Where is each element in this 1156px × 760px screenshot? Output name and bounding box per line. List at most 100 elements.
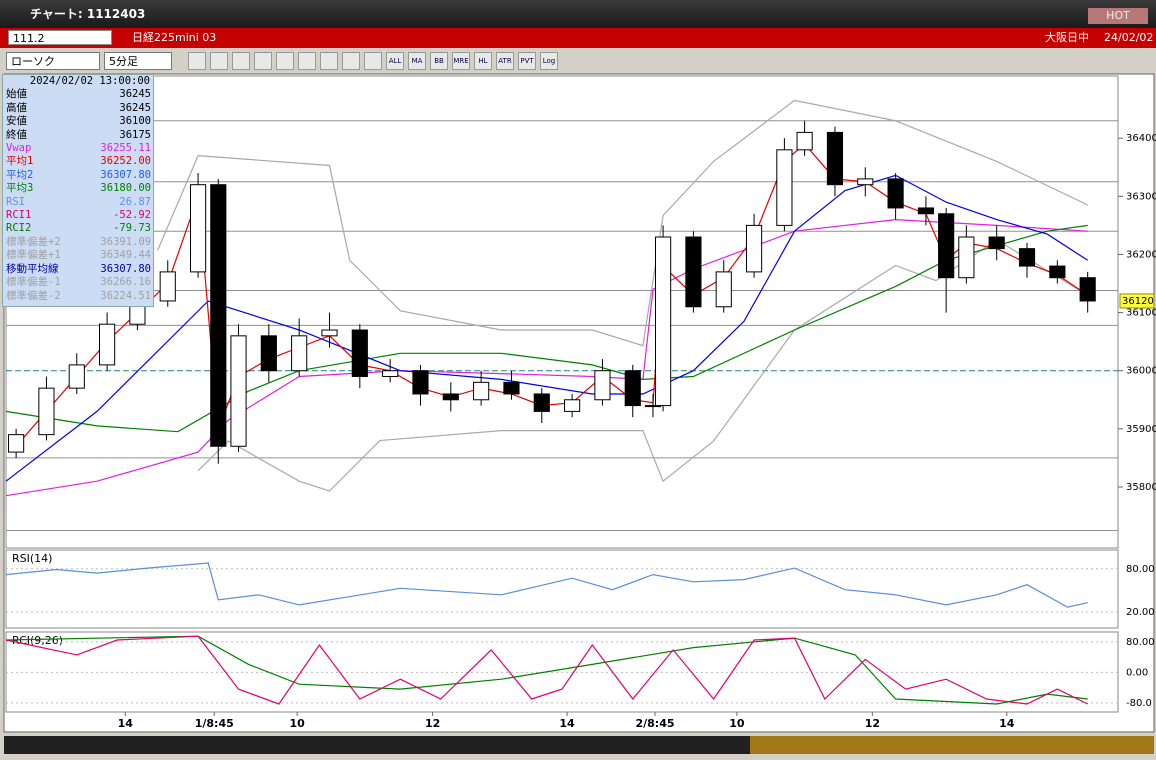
info-value: 36245 — [119, 88, 151, 101]
tool-icon[interactable] — [342, 52, 360, 70]
y-tick-label: 35900 — [1126, 424, 1156, 435]
info-label: 標準偏差+2 — [6, 235, 61, 248]
series-line — [197, 239, 1089, 492]
panel-title: RSI(14) — [12, 552, 52, 565]
tool-icon[interactable] — [210, 52, 228, 70]
info-row: RCI1 -52.92 — [3, 209, 153, 222]
candle-body — [655, 236, 672, 407]
series-line — [157, 99, 1088, 347]
panel — [5, 549, 1119, 629]
tool-icon[interactable] — [298, 52, 316, 70]
tool-button[interactable]: HL — [474, 52, 492, 70]
x-tick-label: 14 — [118, 717, 134, 730]
info-value: 26.87 — [119, 195, 151, 208]
candle-body — [564, 399, 581, 412]
tool-button[interactable]: MA — [408, 52, 426, 70]
y-tick-label: 36400 — [1126, 133, 1156, 144]
tool-icon[interactable] — [320, 52, 338, 70]
code-input[interactable]: 111.2 — [8, 30, 112, 45]
info-row: 移動平均線 36307.80 — [3, 263, 153, 276]
candle-body — [68, 364, 85, 389]
info-row: 終値 36175 — [3, 129, 153, 142]
tool-button[interactable]: BB — [430, 52, 448, 70]
hot-button[interactable]: HOT — [1088, 8, 1148, 24]
series-line — [5, 174, 1089, 482]
session: 大阪日中 — [1045, 31, 1089, 44]
panel-title: RCI(9,26) — [12, 634, 63, 647]
series-line — [5, 562, 1088, 608]
info-label: 始値 — [6, 88, 27, 101]
candle-body — [291, 335, 308, 372]
y-tick-label: 20.00 — [1126, 607, 1155, 618]
tool-icon[interactable] — [232, 52, 250, 70]
scroll-thumb[interactable] — [750, 736, 1154, 754]
info-row: 平均2 36307.80 — [3, 169, 153, 182]
series-line — [5, 218, 1088, 497]
info-label: 標準偏差-1 — [6, 276, 61, 289]
candle-body — [442, 393, 459, 401]
info-label: Vwap — [6, 142, 32, 155]
info-value: 36100 — [119, 115, 151, 128]
tool-icon[interactable] — [254, 52, 272, 70]
date: 24/02/02 — [1104, 31, 1154, 44]
y-tick-label: 80.00 — [1126, 637, 1155, 648]
panel — [5, 75, 1119, 549]
candle-body — [715, 271, 732, 308]
tool-button[interactable]: ALL — [386, 52, 404, 70]
info-row: 始値 36245 — [3, 88, 153, 101]
info-value: 36307.80 — [100, 262, 151, 275]
candle-body — [473, 381, 490, 401]
candle-body — [988, 236, 1005, 250]
y-tick-label: 0.00 — [1126, 667, 1148, 678]
tool-icon[interactable] — [276, 52, 294, 70]
info-value: 36224.51 — [100, 289, 151, 302]
info-row: 標準偏差-2 36224.51 — [3, 290, 153, 303]
tool-button[interactable]: Log — [540, 52, 558, 70]
candle-body — [503, 381, 520, 395]
info-label: RCI1 — [6, 209, 32, 222]
candle-body — [533, 393, 550, 412]
candle-body — [1018, 248, 1036, 267]
candle-body — [412, 370, 429, 395]
info-row: RSI 26.87 — [3, 196, 153, 209]
candle-body — [230, 335, 247, 447]
info-row: 平均1 36252.00 — [3, 155, 153, 168]
tool-buttons: ALL MA BB MRE HL ATR PVT Log — [188, 52, 562, 70]
candle-body — [260, 335, 277, 372]
instrument-bar: 111.2 日経225mini 03 大阪日中 24/02/02 — [0, 28, 1156, 48]
info-row: 標準偏差+2 36391.09 — [3, 236, 153, 249]
interval[interactable]: 5分足 — [104, 52, 172, 70]
info-label: 安値 — [6, 115, 27, 128]
info-row: 安値 36100 — [3, 115, 153, 128]
info-label: 平均3 — [6, 182, 34, 195]
candle-body — [745, 224, 763, 273]
series-line — [5, 635, 1088, 705]
tool-button[interactable]: PVT — [518, 52, 536, 70]
candle-body — [857, 178, 874, 186]
last-price-label: 36120 — [1122, 296, 1154, 307]
y-tick-label: 35800 — [1126, 482, 1156, 493]
candle-body — [1049, 265, 1066, 279]
candle-body — [382, 370, 399, 378]
tool-button[interactable]: MRE — [452, 52, 470, 70]
tool-icon[interactable] — [364, 52, 382, 70]
tool-button[interactable]: ATR — [496, 52, 514, 70]
candle-body — [826, 131, 844, 186]
x-tick-label: 1/8:45 — [195, 717, 234, 730]
window-title: チャート: 1112403 — [30, 7, 146, 21]
info-row: 標準偏差-1 36266.16 — [3, 276, 153, 289]
info-row: 標準偏差+1 36349.44 — [3, 249, 153, 262]
x-tick-label: 14 — [559, 717, 575, 730]
info-value: 36266.16 — [100, 276, 151, 289]
candle-body — [321, 329, 338, 337]
y-tick-label: 80.00 — [1126, 564, 1155, 575]
candle-body — [159, 271, 176, 302]
info-label: 標準偏差+1 — [6, 249, 61, 262]
tool-icon[interactable] — [188, 52, 206, 70]
y-tick-label: 36300 — [1126, 191, 1156, 202]
x-tick-label: 10 — [729, 717, 745, 730]
y-tick-label: 36000 — [1126, 366, 1156, 377]
candle-body — [938, 213, 955, 279]
chart-type[interactable]: ローソク — [6, 52, 100, 70]
